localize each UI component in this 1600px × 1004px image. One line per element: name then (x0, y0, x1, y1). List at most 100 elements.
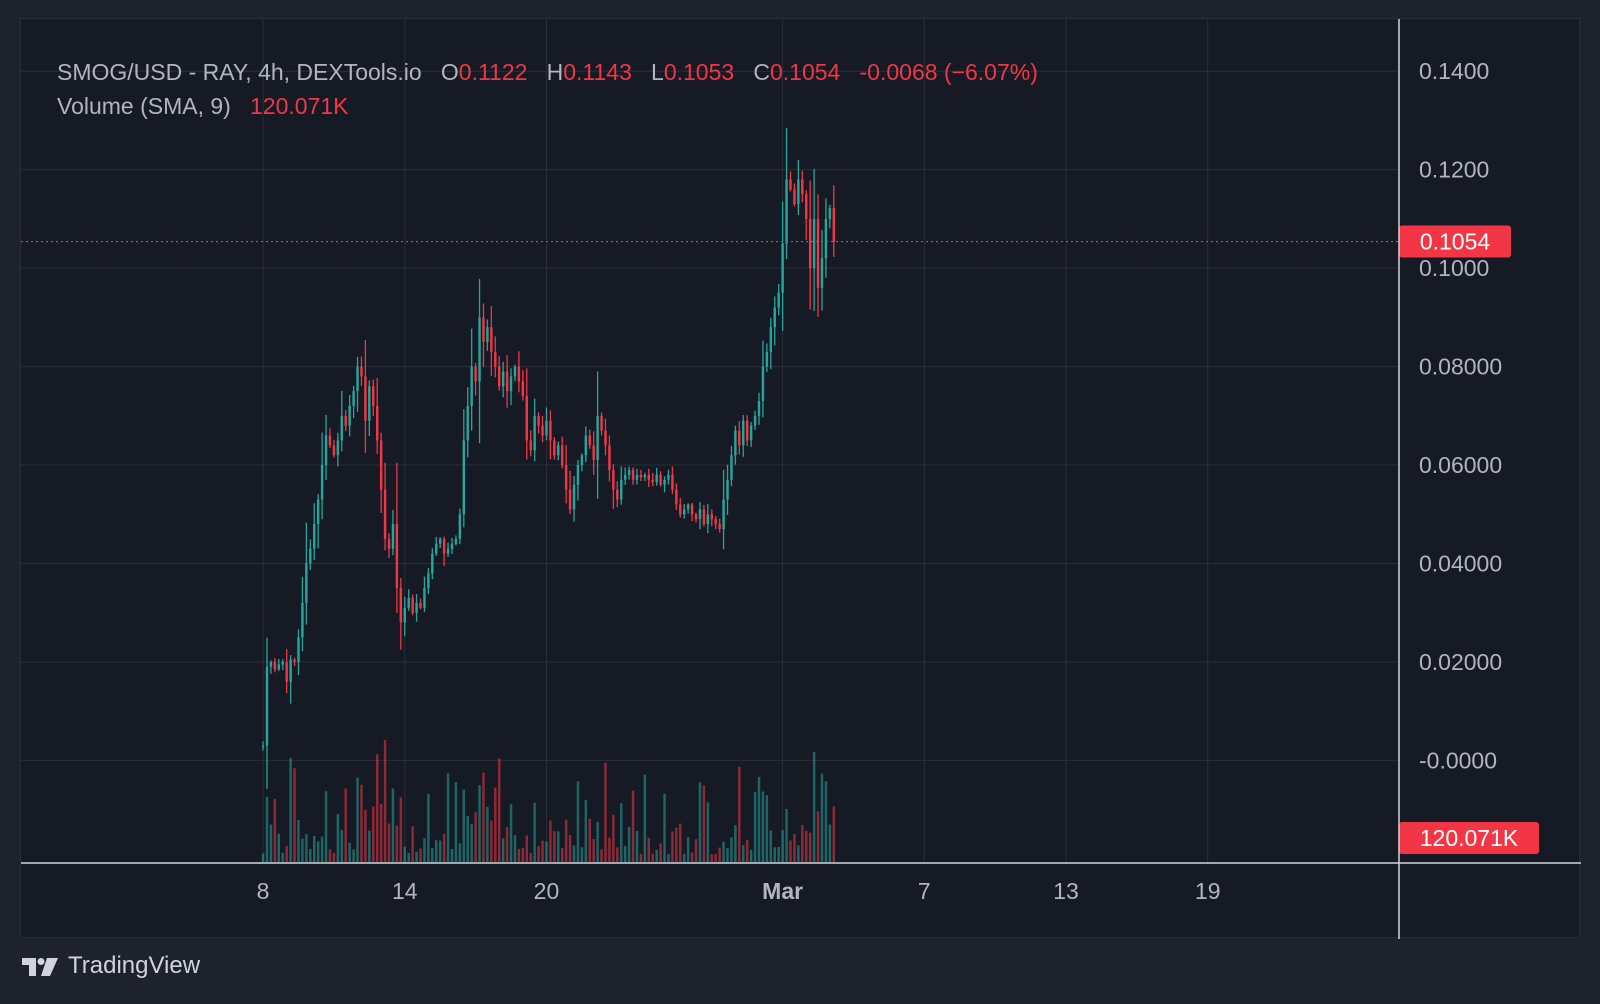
volume-bar (316, 841, 320, 862)
candle-body (498, 366, 501, 387)
volume-bar (734, 825, 737, 862)
candle-body (450, 543, 454, 549)
volume-bar (537, 846, 540, 862)
y-tick-label: 0.08000 (1419, 354, 1502, 380)
volume-bar (391, 788, 395, 862)
volume-bar (557, 831, 560, 862)
volume-bar (297, 819, 300, 862)
volume-bar (627, 826, 631, 862)
candle-body (616, 489, 619, 500)
volume-bar (576, 781, 580, 862)
close-value: 0.1054 (769, 59, 841, 85)
volume-legend: Volume (SMA, 9) 120.071K (57, 93, 349, 120)
volume-bar (301, 838, 304, 862)
candle-body (627, 469, 631, 475)
candle-body (828, 208, 832, 219)
symbol-label[interactable]: SMOG/USD - RAY, 4h, DEXTools.io (57, 59, 422, 85)
brand-name: TradingView (68, 952, 201, 979)
candle-body (395, 524, 399, 589)
tradingview-logo-icon (22, 958, 58, 976)
volume-bar (277, 833, 281, 862)
volume-bar (285, 845, 288, 862)
candle-body (316, 499, 320, 525)
candle-body (789, 179, 792, 190)
candle-body (360, 366, 363, 377)
y-tick-label: 0.1000 (1419, 255, 1489, 281)
candle-body (805, 194, 808, 219)
volume-bar (344, 788, 347, 862)
candle-body (261, 745, 265, 747)
candle-body (549, 420, 552, 441)
candle-body (407, 597, 410, 608)
volume-value: 120.071K (250, 93, 349, 119)
candle-body (466, 405, 469, 441)
volume-bar (667, 854, 670, 862)
candle-body (454, 538, 458, 544)
candle-body (557, 445, 560, 456)
candle-body (324, 435, 328, 466)
volume-bar (726, 847, 729, 862)
tradingview-brand[interactable]: TradingView (20, 952, 200, 980)
volume-bar (560, 847, 564, 862)
candle-body (832, 208, 836, 242)
candle-body (580, 455, 584, 466)
volume-bar (773, 847, 776, 862)
candle-body (564, 465, 568, 490)
volume-bar (769, 830, 773, 862)
volume-bar (749, 849, 753, 862)
candle-body (734, 430, 737, 456)
candle-body (458, 514, 462, 539)
candle-body (285, 661, 288, 682)
candle-body (478, 317, 481, 382)
volume-bar (525, 835, 528, 862)
volume-bar (533, 802, 536, 862)
candle-body (332, 445, 336, 456)
volume-bar (454, 782, 458, 862)
y-tick-label: 0.06000 (1419, 452, 1502, 478)
candle-body (706, 514, 710, 525)
volume-bar (742, 845, 745, 862)
volume-bar (419, 848, 422, 862)
candle-body (808, 218, 812, 269)
chart-frame: 0.1400 0.1200 0.1000 0.08000 0.06000 0.04000 0… (20, 18, 1581, 939)
candle-body (525, 396, 528, 441)
candlestick-chart[interactable]: 0.1400 0.1200 0.1000 0.08000 0.06000 0.04000 0… (21, 19, 1581, 939)
candle-body (383, 489, 387, 539)
volume-series (261, 739, 836, 862)
volume-bar (745, 839, 749, 862)
candle-body (435, 543, 438, 554)
volume-bar (549, 820, 552, 862)
price-legend: SMOG/USD - RAY, 4h, DEXTools.io O0.1122 … (57, 59, 1038, 86)
y-tick-label: 0.1200 (1419, 157, 1489, 183)
volume-label[interactable]: Volume (SMA, 9) (57, 93, 231, 119)
volume-bar (793, 834, 796, 862)
volume-bar (761, 791, 765, 862)
volume-bar (706, 802, 710, 862)
volume-bar (474, 812, 477, 862)
volume-bar (494, 787, 497, 862)
volume-bar (612, 814, 615, 862)
volume-bar (753, 792, 757, 862)
candle-body (773, 307, 776, 328)
x-tick-label: Mar (762, 878, 803, 904)
volume-bar (269, 824, 273, 862)
volume-bar (368, 830, 371, 862)
candle-body (474, 366, 477, 382)
candle-body (379, 440, 383, 490)
volume-bar (616, 847, 619, 862)
candle-body (694, 514, 698, 520)
candle-body (490, 327, 493, 352)
volume-bar (801, 825, 804, 862)
candle-body (372, 386, 375, 406)
candle-body (541, 425, 544, 436)
candle-body (604, 430, 607, 446)
volume-bar (458, 843, 462, 862)
volume-bar (360, 784, 363, 862)
candle-body (391, 524, 395, 549)
volume-bar (647, 837, 651, 862)
volume-bar (293, 768, 296, 862)
candle-body (682, 509, 686, 515)
candle-body (698, 509, 702, 520)
candle-body (431, 553, 434, 574)
candle-body (801, 179, 804, 195)
